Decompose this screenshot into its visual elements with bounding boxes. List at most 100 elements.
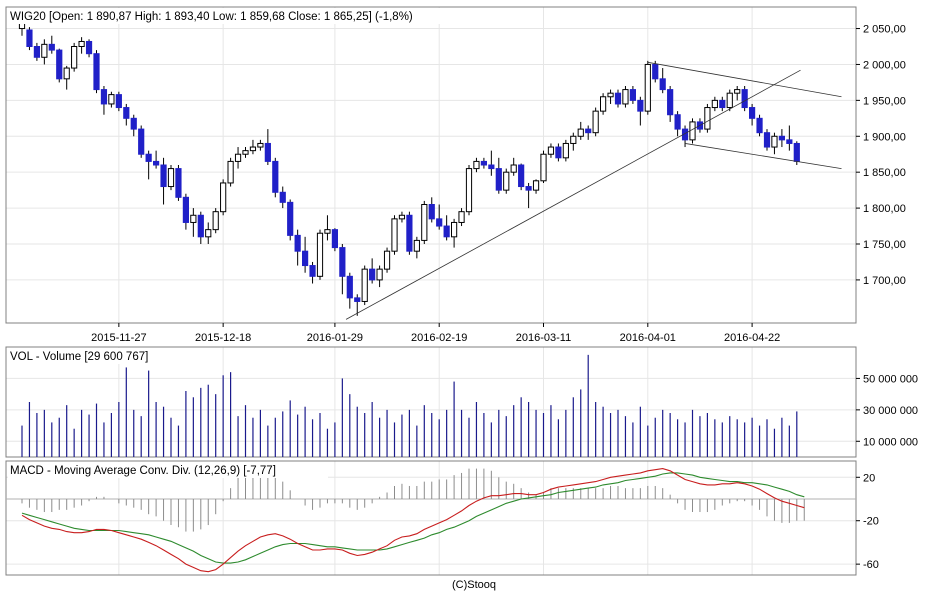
candle-down (681, 128, 689, 141)
price-x-tick-label: 2016-01-29 (307, 332, 363, 344)
macd-line (21, 468, 805, 573)
candle-down (652, 63, 659, 80)
volume-y-tick-label: 50 000 000 (863, 373, 918, 385)
candle-down (406, 214, 413, 252)
candle-up (227, 160, 234, 184)
candle-up (383, 250, 391, 270)
candle-down (525, 186, 532, 191)
candle-down (130, 117, 137, 130)
candle-down (339, 247, 346, 277)
candle-up (421, 204, 428, 241)
price-y-tick-label: 1 850,00 (863, 167, 906, 179)
candle-down (741, 89, 748, 109)
candle-up (242, 150, 249, 155)
candle-down (93, 53, 100, 91)
price-x-tick-label: 2016-04-01 (620, 332, 676, 344)
candle-down (182, 196, 190, 223)
volume-title-bg (8, 348, 208, 364)
candle-up (63, 67, 70, 80)
candle-up (451, 221, 458, 238)
candle-down (33, 46, 40, 58)
candle-down (756, 117, 763, 134)
candle-down (153, 160, 160, 166)
candle-up (577, 128, 584, 137)
footer-credit: (C)Stooq (452, 579, 496, 591)
candle-up (398, 214, 406, 220)
candle-up (257, 142, 264, 148)
candle-up (622, 89, 629, 105)
price-y-tick-label: 1 700,00 (863, 275, 906, 287)
trendline (684, 143, 842, 169)
candle-down (667, 89, 674, 116)
candle-down (495, 168, 502, 191)
candle-up (167, 168, 175, 188)
candle-up (734, 89, 741, 94)
candle-up (547, 146, 555, 155)
candle-down (115, 94, 122, 109)
macd-lines (21, 468, 805, 573)
price-x-tick-label: 2016-02-19 (411, 332, 467, 344)
macd-title: MACD - Moving Average Conv. Div. (12,26,… (10, 465, 276, 477)
candle-down (145, 153, 152, 162)
candle-down (85, 40, 93, 55)
price-y-tick-label: 1 750,00 (863, 239, 906, 251)
candle-down (354, 297, 361, 302)
candle-up (391, 218, 398, 252)
price-grid (6, 7, 856, 323)
candle-up (108, 94, 115, 105)
candle-down (100, 89, 108, 105)
candle-down (160, 164, 167, 188)
macd-grid (6, 461, 856, 575)
candle-down (123, 107, 130, 119)
candle-up (592, 110, 599, 134)
candle-down (793, 142, 800, 162)
candle-up (570, 135, 577, 144)
candle-down (331, 229, 338, 249)
candle-up (220, 182, 227, 213)
price-y-tick-label: 1 900,00 (863, 131, 906, 143)
candle-down (48, 43, 55, 51)
candle-up (644, 63, 651, 112)
candle-down (629, 89, 636, 101)
candle-up (361, 268, 368, 302)
candle-up (607, 92, 614, 98)
price-trendlines (345, 61, 842, 320)
candle-down (436, 218, 443, 227)
volume-y-tick-label: 10 000 000 (863, 436, 918, 448)
candle-up (376, 268, 383, 281)
candle-up (212, 211, 219, 231)
price-candles (18, 21, 800, 316)
candle-down (264, 142, 271, 162)
candle-down (294, 234, 301, 252)
candle-down (719, 99, 726, 109)
candle-up (190, 214, 197, 223)
macd-y-tick-label: -20 (863, 516, 879, 528)
macd-y-tick-label: 20 (863, 472, 875, 484)
candle-up (249, 146, 257, 152)
candle-down (763, 132, 771, 148)
price-title-bg (8, 8, 478, 24)
volume-y-ticks: 50 000 000 30 000 000 10 000 000 (856, 373, 918, 448)
volume-panel-frame (5, 346, 857, 458)
candle-up (458, 211, 465, 223)
price-y-tick-label: 1 950,00 (863, 95, 906, 107)
candle-up (465, 168, 473, 213)
candle-down (637, 99, 644, 112)
price-title: WIG20 [Open: 1 890,87 High: 1 893,40 Low… (10, 11, 413, 23)
price-y-tick-label: 1 800,00 (863, 203, 906, 215)
macd-y-tick-label: -60 (863, 559, 879, 571)
candle-up (473, 160, 480, 170)
candle-up (78, 40, 85, 48)
candle-up (234, 153, 242, 162)
candle-down (443, 225, 450, 238)
candle-down (480, 160, 487, 166)
volume-y-tick-label: 30 000 000 (863, 405, 918, 417)
candle-down (302, 250, 309, 267)
candle-up (205, 229, 212, 238)
price-x-tick-label: 2015-12-18 (195, 332, 251, 344)
candle-down (674, 114, 681, 130)
candle-down (309, 265, 316, 277)
candle-up (324, 229, 331, 234)
candle-up (771, 135, 778, 148)
